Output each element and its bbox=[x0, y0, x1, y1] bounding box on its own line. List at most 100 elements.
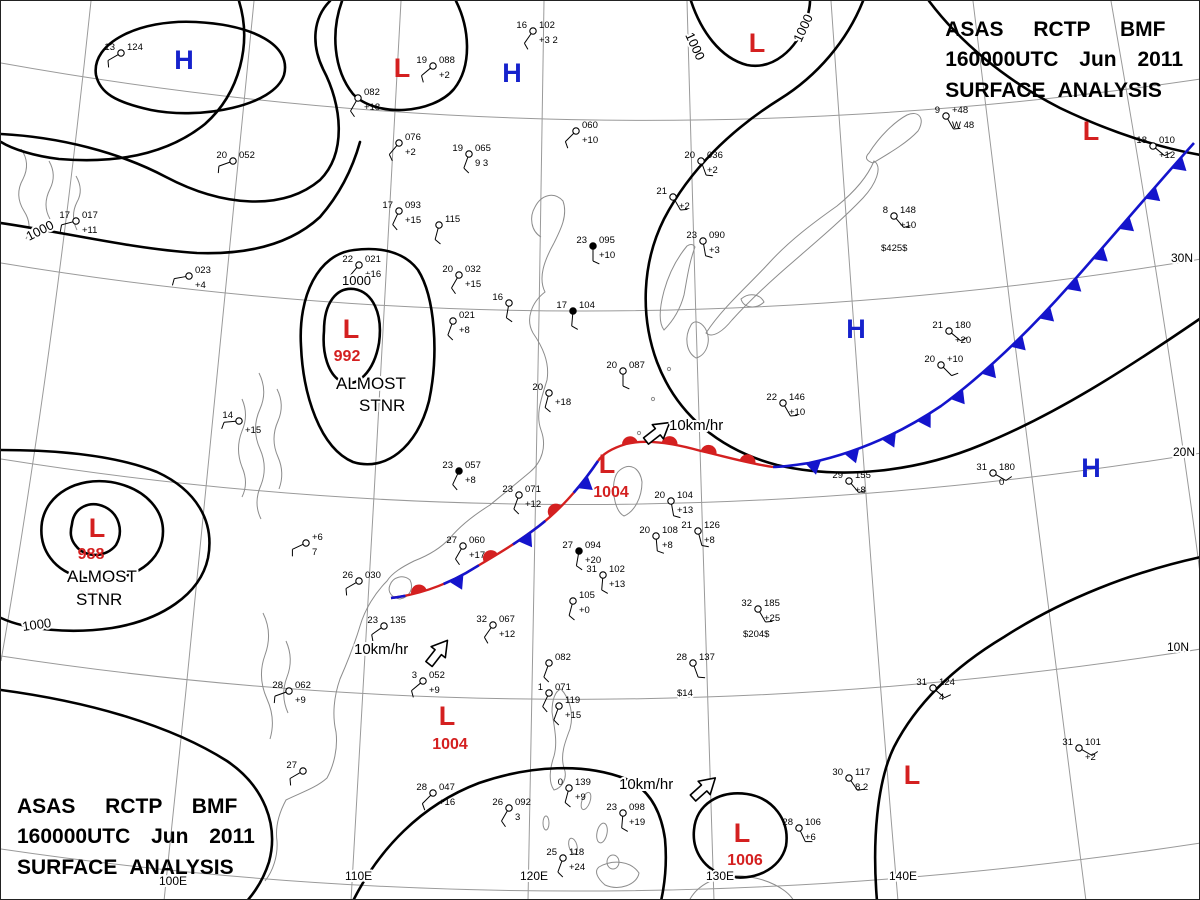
station-pressure: 052 bbox=[239, 150, 255, 161]
wind-barb-feather bbox=[657, 550, 665, 554]
station-pressure: 092 bbox=[515, 797, 531, 808]
terrain-squiggle bbox=[45, 160, 54, 220]
isobar bbox=[927, 1, 1199, 156]
station-temp: 31 bbox=[916, 677, 927, 688]
title-block-bottom-left: ASAS RCTP BMF 160000UTC Jun 2011 SURFACE… bbox=[17, 792, 255, 883]
station-extra: +8 bbox=[855, 485, 866, 496]
wind-barb-feather bbox=[857, 788, 865, 791]
station-temp: 28 bbox=[676, 652, 687, 663]
station-temp: 19 bbox=[416, 55, 427, 66]
station-temp: 20 bbox=[684, 150, 695, 161]
product-id: ASAS RCTP BMF bbox=[17, 794, 238, 818]
wind-barb bbox=[543, 665, 549, 678]
coastline-hainan bbox=[388, 576, 413, 600]
station-pressure: 076 bbox=[405, 132, 421, 143]
warm-front-semicircle bbox=[482, 550, 498, 563]
station-circle bbox=[545, 689, 553, 697]
station-pressure: 071 bbox=[555, 682, 571, 693]
station-circle bbox=[455, 271, 463, 279]
coastline-shikoku bbox=[740, 294, 765, 308]
station-circle bbox=[545, 659, 553, 667]
wind-barb-feather bbox=[221, 422, 225, 430]
pressure-letter: L bbox=[89, 513, 106, 543]
wind-barb bbox=[759, 611, 766, 623]
station-circle bbox=[285, 687, 293, 695]
station-temp: 20 bbox=[532, 382, 543, 393]
station-circle bbox=[929, 684, 937, 692]
station-extra: +15 bbox=[405, 215, 421, 226]
wind-barb bbox=[371, 627, 382, 636]
station-pressure: 180 bbox=[955, 320, 971, 331]
isobar bbox=[1, 688, 274, 899]
cold-front-triangle bbox=[1118, 216, 1135, 232]
wind-barb-feather bbox=[706, 174, 714, 177]
station-extra: +10 bbox=[789, 407, 805, 418]
map-annotation: STNR bbox=[359, 396, 405, 415]
station-circle bbox=[395, 207, 403, 215]
coastline-taiwan bbox=[613, 466, 643, 517]
low-pressure-center: L bbox=[749, 28, 766, 58]
wind-barb-feather bbox=[171, 278, 175, 286]
station-temp: 31 bbox=[586, 564, 597, 575]
station-temp: 23 bbox=[686, 230, 697, 241]
station-circle bbox=[779, 399, 787, 407]
wind-barb bbox=[422, 794, 432, 804]
wind-barb bbox=[674, 199, 681, 211]
station-extra: +24 bbox=[569, 862, 585, 873]
station-plot: 23 090 +3 bbox=[686, 230, 725, 259]
terrain-squiggle bbox=[273, 388, 283, 490]
isobar bbox=[1, 140, 362, 255]
high-pressure-center: H bbox=[846, 314, 866, 344]
station-circle bbox=[354, 94, 362, 102]
wind-barb-feather bbox=[506, 317, 513, 323]
station-temp: 20 bbox=[442, 264, 453, 275]
wind-barb-feather bbox=[571, 325, 579, 330]
station-pressure: 010 bbox=[1159, 135, 1175, 146]
station-extra: +18 bbox=[364, 102, 380, 113]
coastline-honshu bbox=[705, 160, 879, 336]
station-circle bbox=[572, 127, 580, 135]
station-temp: 28 bbox=[272, 680, 283, 691]
station-circle bbox=[380, 622, 388, 630]
stationary-front-line-cold bbox=[390, 460, 600, 600]
map-annotation: STNR bbox=[76, 590, 122, 609]
station-plot: 14 +15 bbox=[221, 410, 261, 436]
low-pressure-center: L bbox=[394, 53, 411, 83]
wind-barb bbox=[544, 395, 549, 408]
station-circle bbox=[599, 571, 607, 579]
warm-front-semicircle bbox=[547, 503, 562, 517]
cold-front-triangle bbox=[517, 531, 533, 548]
terrain-squiggle bbox=[238, 398, 246, 498]
wind-barb-feather bbox=[513, 508, 520, 515]
wind-barb-feather bbox=[455, 558, 460, 566]
station-pressure: 065 bbox=[475, 143, 491, 154]
station-temp: 30 bbox=[832, 767, 843, 778]
station-circle bbox=[72, 217, 80, 225]
station-extra: +12 bbox=[499, 629, 515, 640]
wind-barb-feather bbox=[452, 484, 458, 491]
wind-barb bbox=[557, 860, 563, 873]
station-plot: 23 135 bbox=[367, 615, 406, 642]
graticule-meridian bbox=[1110, 1, 1199, 570]
station-pressure: 118 bbox=[569, 847, 584, 858]
station-circle bbox=[505, 299, 513, 307]
wind-barb bbox=[224, 420, 236, 423]
label-layer: 100E 110E 120E 130E 140E30N20N10N10001000100… bbox=[19, 10, 1197, 890]
station-extra: +8 bbox=[459, 325, 470, 336]
station-temp: 0 bbox=[558, 777, 563, 788]
cold-front-triangle bbox=[950, 389, 965, 405]
station-extra: 4 bbox=[939, 692, 944, 703]
graticule-meridian bbox=[350, 1, 402, 899]
station-extra: +9 bbox=[575, 792, 586, 803]
station-extra: +12 bbox=[1159, 150, 1175, 161]
station-extra: +12 bbox=[525, 499, 541, 510]
station-pressure: 067 bbox=[499, 614, 515, 625]
station-pressure: 104 bbox=[677, 490, 693, 501]
front-markers bbox=[411, 156, 1187, 595]
wind-barb-feather bbox=[576, 565, 583, 571]
station-temp: 28 bbox=[416, 782, 427, 793]
wind-barb-feather bbox=[107, 60, 110, 68]
station-circle bbox=[689, 659, 697, 667]
station-temp: 26 bbox=[342, 570, 353, 581]
